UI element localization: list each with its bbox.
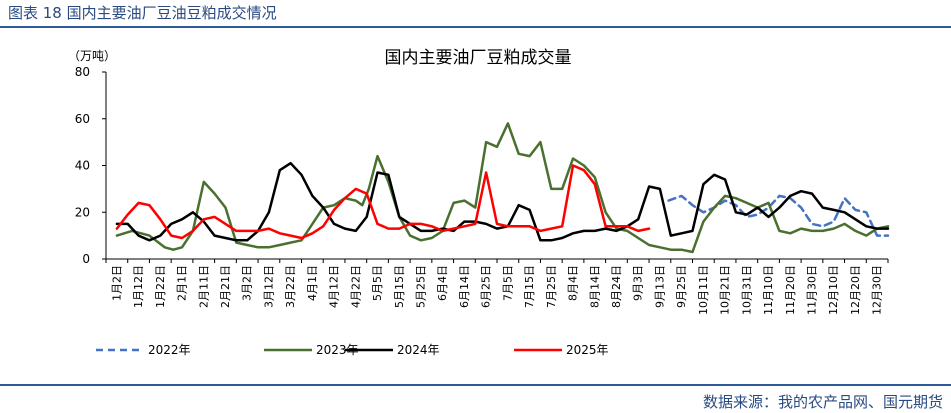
x-tick-label: 8月14日 <box>588 265 601 308</box>
x-tick-label: 10月21日 <box>719 265 732 315</box>
x-tick-label: 6月25日 <box>480 265 493 308</box>
x-tick-label: 9月25日 <box>675 265 688 308</box>
x-tick-label: 1月12日 <box>132 265 145 308</box>
y-tick-label: 40 <box>75 159 90 173</box>
x-tick-label: 6月14日 <box>458 265 471 308</box>
unit-label: （万吨） <box>68 49 116 63</box>
x-tick-label: 9月13日 <box>653 265 666 308</box>
y-tick-label: 0 <box>82 252 90 266</box>
chart-area: 国内主要油厂豆粕成交量 （万吨） 0 20 40 60 80 1月2日 1月12日 1月22… <box>68 48 890 357</box>
x-tick-label: 10月11日 <box>697 265 710 315</box>
x-tick-label: 8月4日 <box>567 265 580 301</box>
x-tick-label: 2月1日 <box>176 265 189 301</box>
y-axis: 0 20 40 60 80 <box>75 65 107 266</box>
x-tick-label: 5月25日 <box>414 265 427 308</box>
source-note: 数据来源：我的农产品网、国元期货 <box>702 393 943 411</box>
x-tick-label: 4月12日 <box>328 265 341 308</box>
series-line-2025 <box>115 164 651 240</box>
series-line-2024 <box>115 161 890 242</box>
figure-caption: 图表 18 国内主要油厂豆油豆粕成交情况 <box>8 4 277 22</box>
x-tick-label: 3月12日 <box>262 265 275 308</box>
x-tick-label: 7月25日 <box>545 265 558 308</box>
x-tick-label: 8月24日 <box>610 265 623 308</box>
series-layer <box>115 122 890 254</box>
y-tick-label: 20 <box>75 205 90 219</box>
x-tick-label: 5月5日 <box>371 265 384 301</box>
x-tick-label: 2月11日 <box>197 265 210 308</box>
x-tick-label: 11月30日 <box>805 265 818 315</box>
x-tick-label: 12月30日 <box>871 265 884 315</box>
x-tick-label: 1月22日 <box>154 265 167 308</box>
x-tick-label: 2月21日 <box>219 265 232 308</box>
x-tick-label: 11月20日 <box>784 265 797 315</box>
x-tick-label: 10月31日 <box>740 265 753 315</box>
legend-label-2023: 2023年 <box>316 343 359 357</box>
top-rule <box>0 26 951 28</box>
x-tick-label: 7月5日 <box>501 265 514 301</box>
x-tick-label: 11月10日 <box>762 265 775 315</box>
y-tick-label: 60 <box>75 112 90 126</box>
x-tick-label: 3月22日 <box>284 265 297 308</box>
x-tick-label: 1月2日 <box>110 265 123 301</box>
series-line-2022 <box>667 194 890 237</box>
x-tick-label: 6月4日 <box>436 265 449 301</box>
x-tick-label: 4月1日 <box>306 265 319 301</box>
bottom-rule <box>0 384 951 386</box>
x-tick-label: 3月2日 <box>241 265 254 301</box>
x-tick-label: 12月20日 <box>849 265 862 315</box>
x-axis: 1月2日 1月12日 1月22日 2月1日 2月11日 2月21日 3月2日 3月12日 3月2… <box>105 258 889 315</box>
x-tick-label: 12月10日 <box>827 265 840 315</box>
x-tick-label: 5月15日 <box>393 265 406 308</box>
x-tick-label: 7月15日 <box>523 265 536 308</box>
y-tick-label: 80 <box>75 65 90 79</box>
chart-title: 国内主要油厂豆粕成交量 <box>385 48 572 68</box>
x-tick-label: 9月3日 <box>632 265 645 301</box>
legend-label-2025: 2025年 <box>566 343 609 357</box>
legend: 2022年 2023年 2024年 2025年 <box>96 343 609 357</box>
series-line-2023 <box>115 122 890 254</box>
x-tick-label: 4月22日 <box>349 265 362 308</box>
legend-label-2024: 2024年 <box>397 343 440 357</box>
legend-label-2022: 2022年 <box>148 343 191 357</box>
